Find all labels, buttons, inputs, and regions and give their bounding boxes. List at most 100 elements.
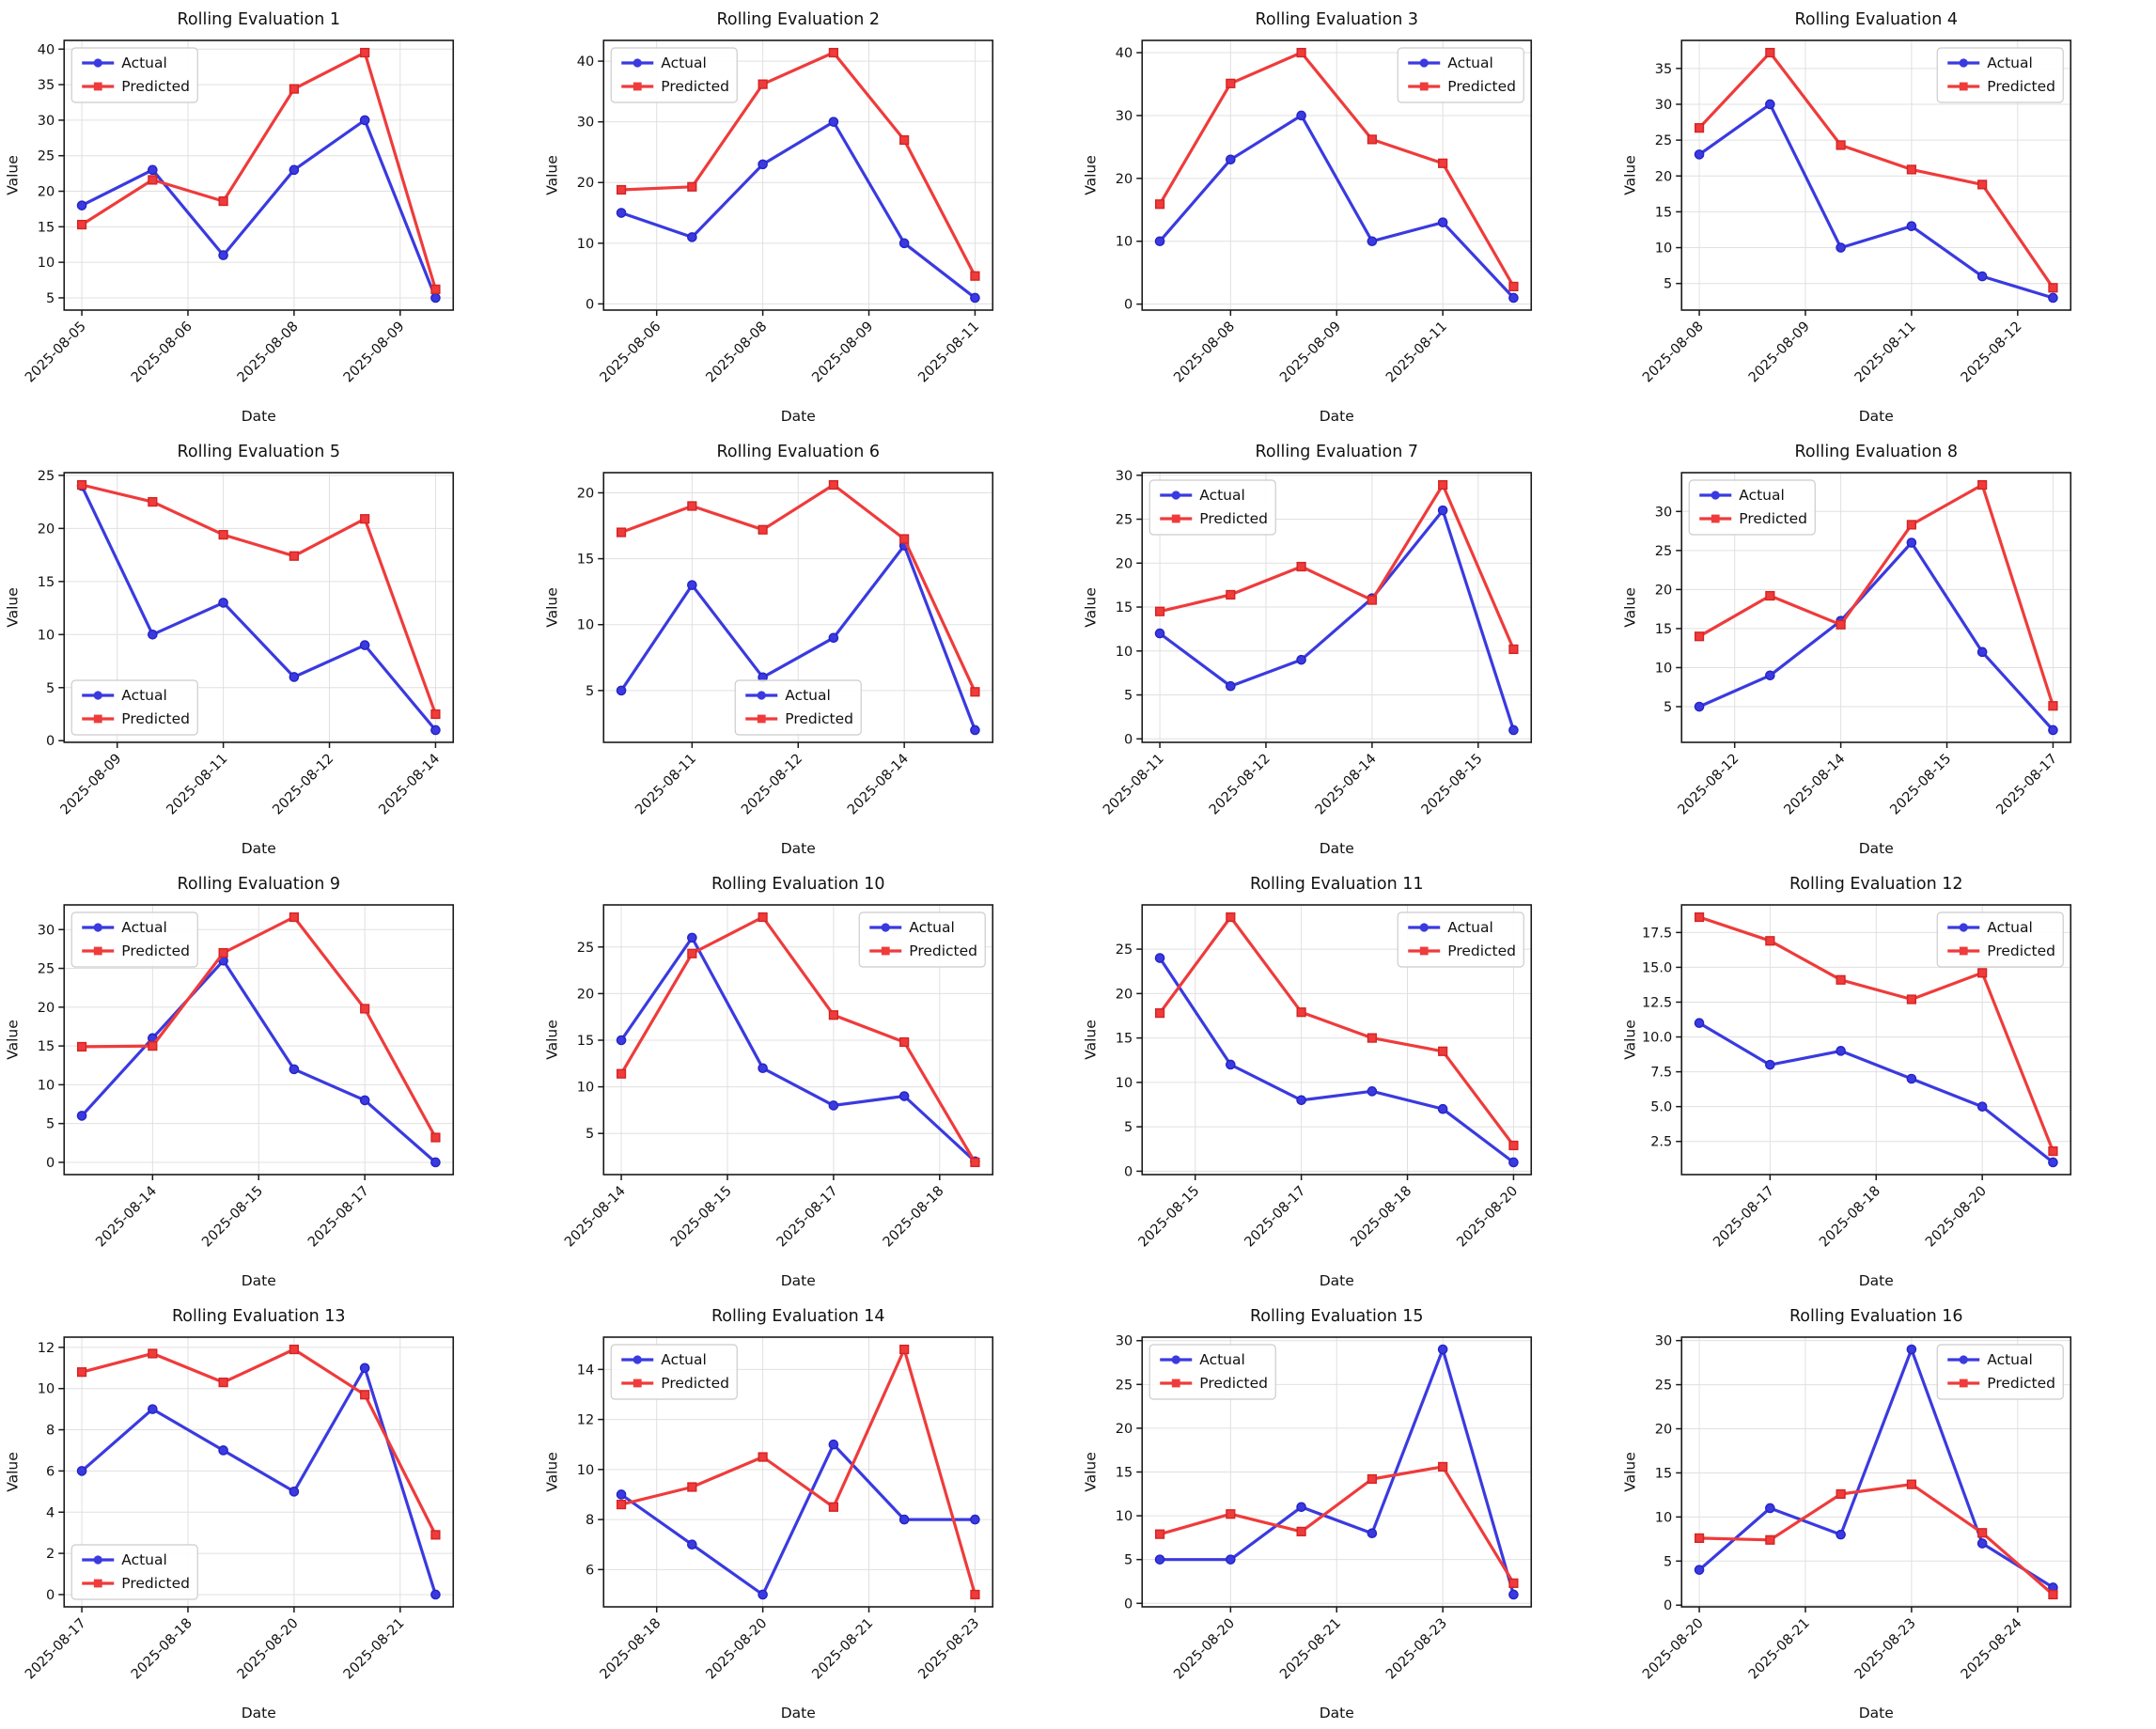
actual-marker <box>359 115 370 126</box>
predicted-line <box>1158 1465 1516 1585</box>
predicted-marker <box>1764 936 1774 946</box>
legend-label-predicted: Predicted <box>1739 510 1807 527</box>
actual-marker <box>1694 1018 1704 1029</box>
y-tick-label: 6 <box>46 1464 55 1479</box>
chart-canvas-4: 5 10 15 20 25 30 35 2025-08-08 2025-08-09 2025-08… <box>1621 10 2071 425</box>
actual-marker <box>616 1035 626 1046</box>
legend-actual-marker-icon <box>93 58 102 68</box>
predicted-marker <box>1906 1479 1916 1489</box>
tick-marks <box>1136 52 1444 316</box>
predicted-marker <box>76 479 87 491</box>
predicted-marker <box>1906 520 1916 530</box>
x-tick-label: 2025-08-14 <box>845 752 912 818</box>
predicted-marker <box>1296 1526 1306 1536</box>
y-tick-label: 20 <box>1654 583 1671 598</box>
legend-predicted-marker-icon <box>757 714 766 724</box>
legend: Actual Predicted <box>610 1344 738 1400</box>
predicted-marker <box>616 184 626 195</box>
chart-rolling-evaluation-11: 0 5 10 15 20 25 2025-08-15 2025-08-17 2025-08-18… <box>1078 864 1617 1297</box>
actual-marker <box>969 292 980 304</box>
predicted-marker <box>430 709 441 720</box>
actual-marker <box>757 1063 768 1074</box>
y-tick-label: 30 <box>38 114 55 129</box>
actual-line <box>80 484 438 732</box>
chart-canvas-15: 0 5 10 15 20 25 30 2025-08-20 2025-08-21 2025-08-… <box>1082 1307 1533 1721</box>
chart-rolling-evaluation-16: 0 5 10 15 20 25 30 2025-08-20 2025-08-21 2025-08-… <box>1617 1297 2156 1729</box>
actual-marker <box>1764 1503 1775 1514</box>
x-tick-label: 2025-08-17 <box>23 1616 89 1683</box>
actual-marker <box>2047 292 2058 304</box>
y-axis-label: Value <box>1621 1452 1638 1492</box>
predicted-marker <box>1976 179 1987 190</box>
y-axis-label: Value <box>1621 155 1638 195</box>
predicted-marker <box>430 284 441 294</box>
y-tick-label: 30 <box>1654 98 1671 113</box>
legend-predicted-marker-icon <box>1171 1379 1180 1388</box>
y-tick-label: 10 <box>1654 661 1671 676</box>
x-tick-label: 2025-08-20 <box>235 1616 302 1683</box>
actual-marker <box>148 630 158 640</box>
y-tick-label: 10.0 <box>1641 1031 1671 1046</box>
y-tick-label: 10 <box>38 256 55 271</box>
predicted-marker <box>969 1157 980 1168</box>
y-tick-label: 20 <box>1116 987 1133 1002</box>
tick-marks <box>1136 475 1479 748</box>
actual-marker <box>828 117 838 127</box>
x-tick-label: 2025-08-12 <box>1958 319 2024 386</box>
tick-marks <box>58 928 366 1180</box>
actual-marker <box>289 164 300 176</box>
x-tick-label: 2025-08-08 <box>703 319 770 386</box>
y-tick-label: 10 <box>1654 241 1671 257</box>
x-tick-label: 2025-08-20 <box>1923 1184 1990 1251</box>
legend-actual-marker-icon <box>1959 1355 1968 1364</box>
y-tick-label: 0 <box>46 1588 55 1603</box>
predicted-marker <box>2047 283 2058 293</box>
actual-marker <box>1226 1554 1236 1565</box>
y-tick-label: 25 <box>576 941 593 956</box>
chart-title: Rolling Evaluation 5 <box>178 443 340 461</box>
x-tick-label: 2025-08-12 <box>270 752 336 818</box>
y-tick-label: 10 <box>1116 645 1133 660</box>
y-tick-label: 25 <box>1654 544 1671 559</box>
actual-marker <box>148 164 158 176</box>
predicted-marker <box>1438 479 1448 491</box>
actual-marker <box>76 1111 87 1121</box>
x-tick-label: 2025-08-09 <box>341 319 408 386</box>
legend-label-actual: Actual <box>1987 1351 2033 1368</box>
predicted-marker <box>360 1390 370 1400</box>
x-tick-label: 2025-08-17 <box>1242 1184 1309 1251</box>
y-tick-label: 20 <box>576 176 593 191</box>
legend: Actual Predicted <box>1936 1344 2064 1400</box>
y-tick-label: 15 <box>1116 1032 1133 1047</box>
legend-label-actual: Actual <box>1199 487 1245 504</box>
predicted-marker <box>1694 1533 1704 1543</box>
actual-marker <box>686 932 697 943</box>
legend-label-predicted: Predicted <box>785 710 853 727</box>
predicted-marker <box>1367 1473 1377 1485</box>
x-tick-label: 2025-08-12 <box>739 752 805 818</box>
y-tick-label: 30 <box>38 923 55 938</box>
predicted-marker <box>148 1041 158 1051</box>
predicted-marker <box>969 271 980 281</box>
y-tick-label: 5 <box>46 1117 55 1132</box>
y-axis-label: Value <box>1621 1020 1638 1060</box>
y-tick-label: 5 <box>46 291 55 306</box>
x-tick-label: 2025-08-18 <box>1817 1184 1883 1251</box>
tick-marks <box>597 491 905 748</box>
predicted-marker <box>1438 158 1448 168</box>
actual-marker <box>898 238 909 249</box>
actual-marker <box>2047 1157 2058 1168</box>
legend-actual-marker-icon <box>93 691 102 700</box>
actual-marker <box>289 672 300 682</box>
predicted-marker <box>1154 199 1165 210</box>
legend-label-predicted: Predicted <box>1987 942 2055 959</box>
y-axis-label: Value <box>543 587 560 628</box>
actual-marker <box>289 1064 300 1075</box>
x-tick-label: 2025-08-15 <box>667 1184 734 1251</box>
predicted-line <box>618 483 976 693</box>
x-tick-label: 2025-08-12 <box>1675 752 1742 818</box>
chart-rolling-evaluation-7: 0 5 10 15 20 25 30 2025-08-11 2025-08-12 2025-08-… <box>1078 432 1617 864</box>
legend-label-predicted: Predicted <box>661 78 729 95</box>
x-tick-label: 2025-08-23 <box>1851 1616 1918 1683</box>
y-tick-label: 10 <box>1654 1510 1671 1525</box>
